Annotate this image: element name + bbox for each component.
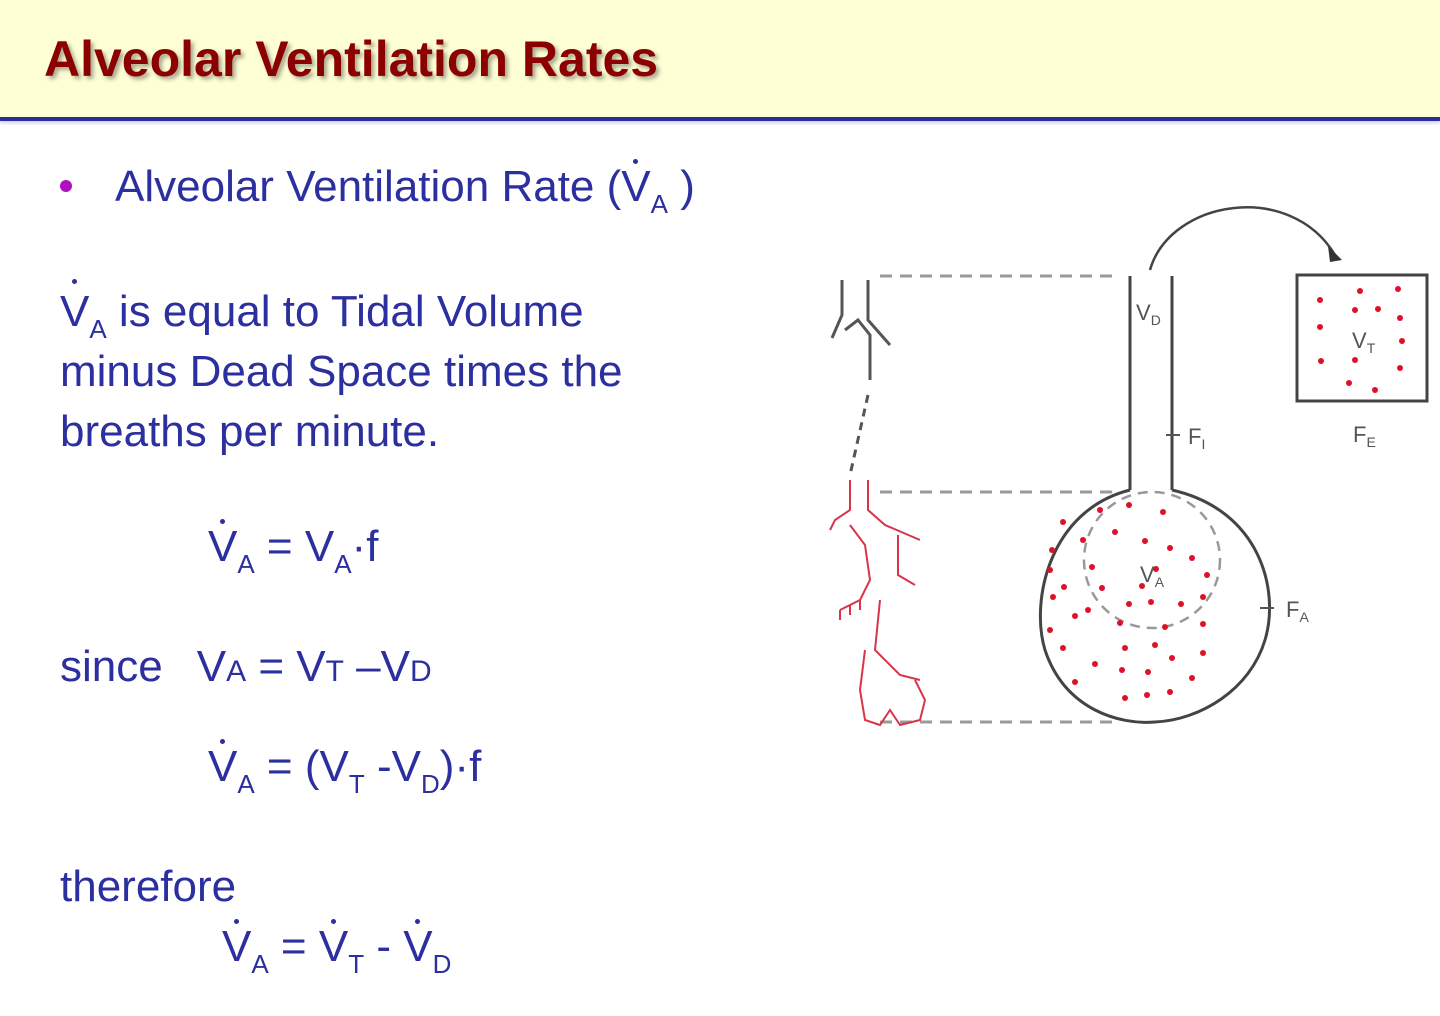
tidal-volume-label: VT bbox=[1352, 328, 1376, 356]
ventilation-diagram: VD VT FI FE VA FA bbox=[820, 180, 1440, 800]
expired-fraction-label: FE bbox=[1353, 422, 1376, 450]
v-dot-symbol: V bbox=[621, 159, 651, 211]
definition-line-1: VA is equal to Tidal Volume bbox=[60, 279, 780, 342]
therefore-label: therefore bbox=[60, 862, 237, 911]
lower-airway-icon bbox=[829, 480, 927, 727]
definition-paragraph: VA is equal to Tidal Volume minus Dead S… bbox=[60, 279, 780, 462]
definition-line-2: minus Dead Space times the bbox=[60, 347, 623, 396]
upper-airway-icon bbox=[830, 280, 892, 380]
flow-arrow-icon bbox=[1148, 206, 1337, 271]
definition-line-3: breaths per minute. bbox=[60, 407, 440, 456]
tidal-volume-box bbox=[1295, 273, 1429, 403]
header-divider bbox=[0, 117, 1440, 121]
bullet-text: Alveolar Ventilation Rate (VA ) bbox=[115, 159, 695, 219]
dead-space-label: VD bbox=[1136, 300, 1161, 328]
alveolar-volume-label: VA bbox=[1140, 562, 1165, 590]
inspired-fraction-label: FI bbox=[1188, 424, 1205, 452]
equation-va-rate: VA = VA·f bbox=[208, 519, 379, 579]
since-label: since bbox=[60, 642, 163, 691]
equation-since: since VA = VT –VD bbox=[60, 642, 432, 691]
equation-therefore: VA = VT - VD bbox=[222, 919, 452, 979]
slide-title: Alveolar Ventilation Rates bbox=[44, 31, 659, 87]
equation-va-expanded: VA = (VT -VD)·f bbox=[208, 739, 482, 799]
alveolar-fraction-label: FA bbox=[1286, 597, 1309, 625]
dead-space-tube bbox=[1038, 276, 1272, 724]
slide-header bbox=[0, 0, 1440, 118]
bullet-icon bbox=[60, 180, 72, 192]
